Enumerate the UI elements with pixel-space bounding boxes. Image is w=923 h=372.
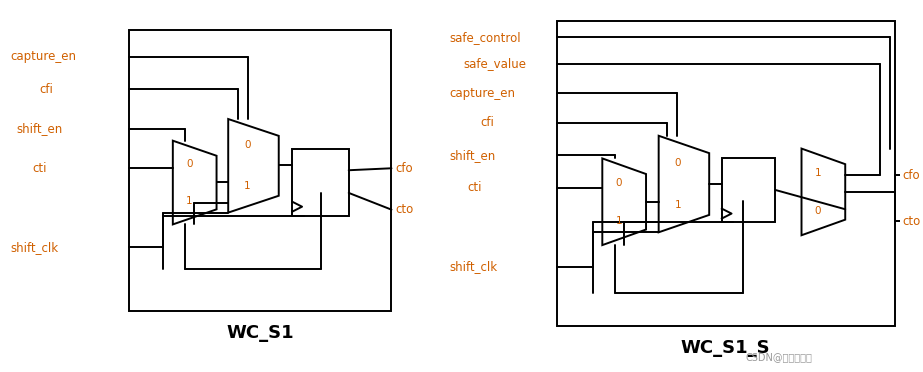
Text: shift_en: shift_en (17, 122, 63, 135)
Bar (293, 148, 349, 215)
Text: 1: 1 (244, 182, 251, 192)
Text: cfo: cfo (903, 169, 920, 182)
Text: CSDN@旺旺小小书: CSDN@旺旺小小书 (745, 352, 812, 362)
Text: 1: 1 (675, 200, 681, 210)
Text: cfi: cfi (481, 116, 495, 129)
Text: 0: 0 (815, 206, 821, 216)
Text: cto: cto (903, 215, 921, 228)
Text: safe_control: safe_control (450, 31, 521, 44)
Text: WC_S1_S: WC_S1_S (681, 339, 771, 356)
Text: safe_value: safe_value (463, 57, 526, 70)
Text: shift_clk: shift_clk (450, 260, 497, 273)
Text: 1: 1 (616, 216, 622, 226)
Text: 0: 0 (616, 178, 622, 188)
Text: shift_en: shift_en (450, 149, 496, 162)
Text: 1: 1 (815, 168, 821, 178)
Text: 0: 0 (186, 159, 193, 169)
Text: cfi: cfi (40, 83, 54, 96)
Bar (722, 158, 775, 222)
Bar (129, 31, 391, 311)
Text: capture_en: capture_en (10, 51, 77, 64)
Bar (557, 20, 894, 326)
Text: shift_clk: shift_clk (10, 241, 59, 254)
Text: cto: cto (395, 203, 414, 216)
Text: WC_S1: WC_S1 (226, 324, 294, 342)
Text: 0: 0 (675, 158, 681, 168)
Text: 1: 1 (186, 196, 193, 206)
Text: capture_en: capture_en (450, 87, 516, 100)
Text: cfo: cfo (395, 162, 413, 175)
Text: 0: 0 (245, 140, 251, 150)
Text: cti: cti (467, 182, 482, 195)
Text: cti: cti (32, 162, 46, 175)
